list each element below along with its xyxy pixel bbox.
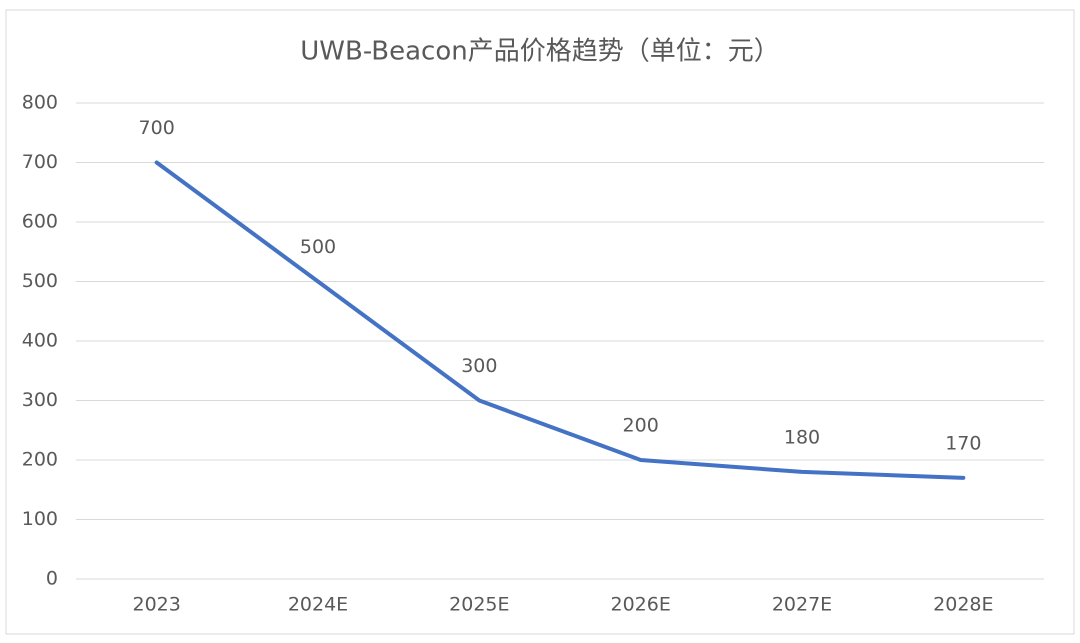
x-tick-label: 2025E [449,594,509,616]
data-label: 180 [784,426,820,448]
x-tick-label: 2024E [288,594,348,616]
y-tick-label: 800 [22,92,58,114]
x-tick-label: 2027E [772,594,832,616]
y-tick-label: 100 [22,508,58,530]
x-tick-label: 2026E [610,594,670,616]
y-tick-label: 0 [46,568,58,590]
chart-title: UWB-Beacon产品价格趋势（单位：元） [300,37,779,67]
chart-border [5,9,1075,635]
y-tick-label: 600 [22,211,58,233]
data-label: 200 [623,415,659,437]
data-label: 300 [461,355,497,377]
y-tick-label: 300 [22,389,58,411]
y-tick-label: 500 [22,270,58,292]
line [154,160,966,480]
y-tick-label: 400 [22,330,58,352]
x-tick-label: 2028E [933,594,993,616]
data-label: 700 [139,117,175,139]
x-tick-label: 2023 [132,594,180,616]
data-label: 500 [300,236,336,258]
data-label: 170 [945,432,981,454]
y-tick-label: 200 [22,449,58,471]
y-tick-label: 700 [22,151,58,173]
